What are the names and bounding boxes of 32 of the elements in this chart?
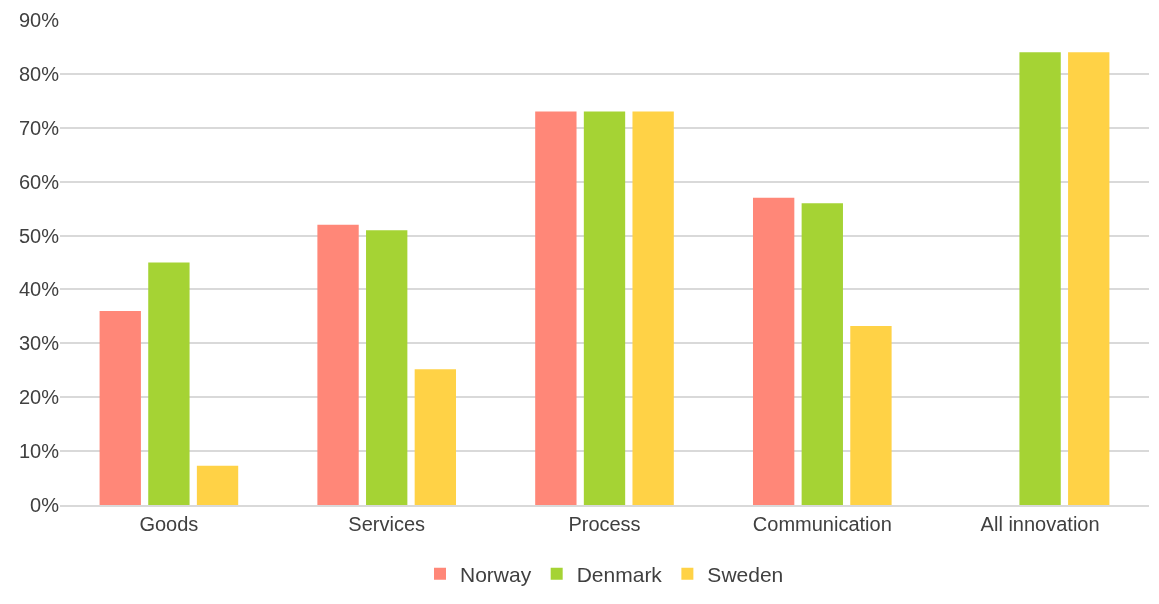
legend-label: Sweden (707, 562, 784, 586)
bar (317, 224, 359, 505)
y-tick-label: 60% (18, 170, 60, 193)
x-tick-label: Services (348, 513, 426, 535)
bar (148, 262, 190, 505)
legend-label: Norway (460, 562, 532, 586)
bar (850, 326, 892, 505)
bar (632, 111, 674, 505)
x-tick-label: Goods (139, 513, 199, 535)
bar (196, 465, 239, 505)
bar (99, 311, 141, 505)
bar (535, 111, 577, 505)
y-tick-label: 40% (18, 278, 60, 301)
bar (583, 111, 626, 505)
y-tick-label: 70% (18, 116, 60, 139)
bar (1068, 52, 1110, 505)
x-tick-label: All innovation (980, 513, 1100, 535)
y-tick-label: 80% (18, 62, 60, 85)
y-tick-label: 20% (18, 386, 60, 409)
y-tick-label: 10% (18, 440, 60, 463)
bar (752, 197, 795, 505)
y-tick-label: 0% (30, 494, 60, 516)
y-tick-label: 30% (18, 332, 60, 355)
x-tick-label: Process (568, 513, 641, 535)
bar (414, 369, 457, 505)
bar (1019, 52, 1061, 505)
legend-label: Denmark (576, 562, 663, 586)
bar (366, 230, 408, 505)
y-tick-label: 90% (18, 9, 60, 31)
y-tick-label: 50% (18, 224, 60, 247)
x-tick-label: Communication (752, 513, 892, 535)
bar (801, 203, 843, 505)
